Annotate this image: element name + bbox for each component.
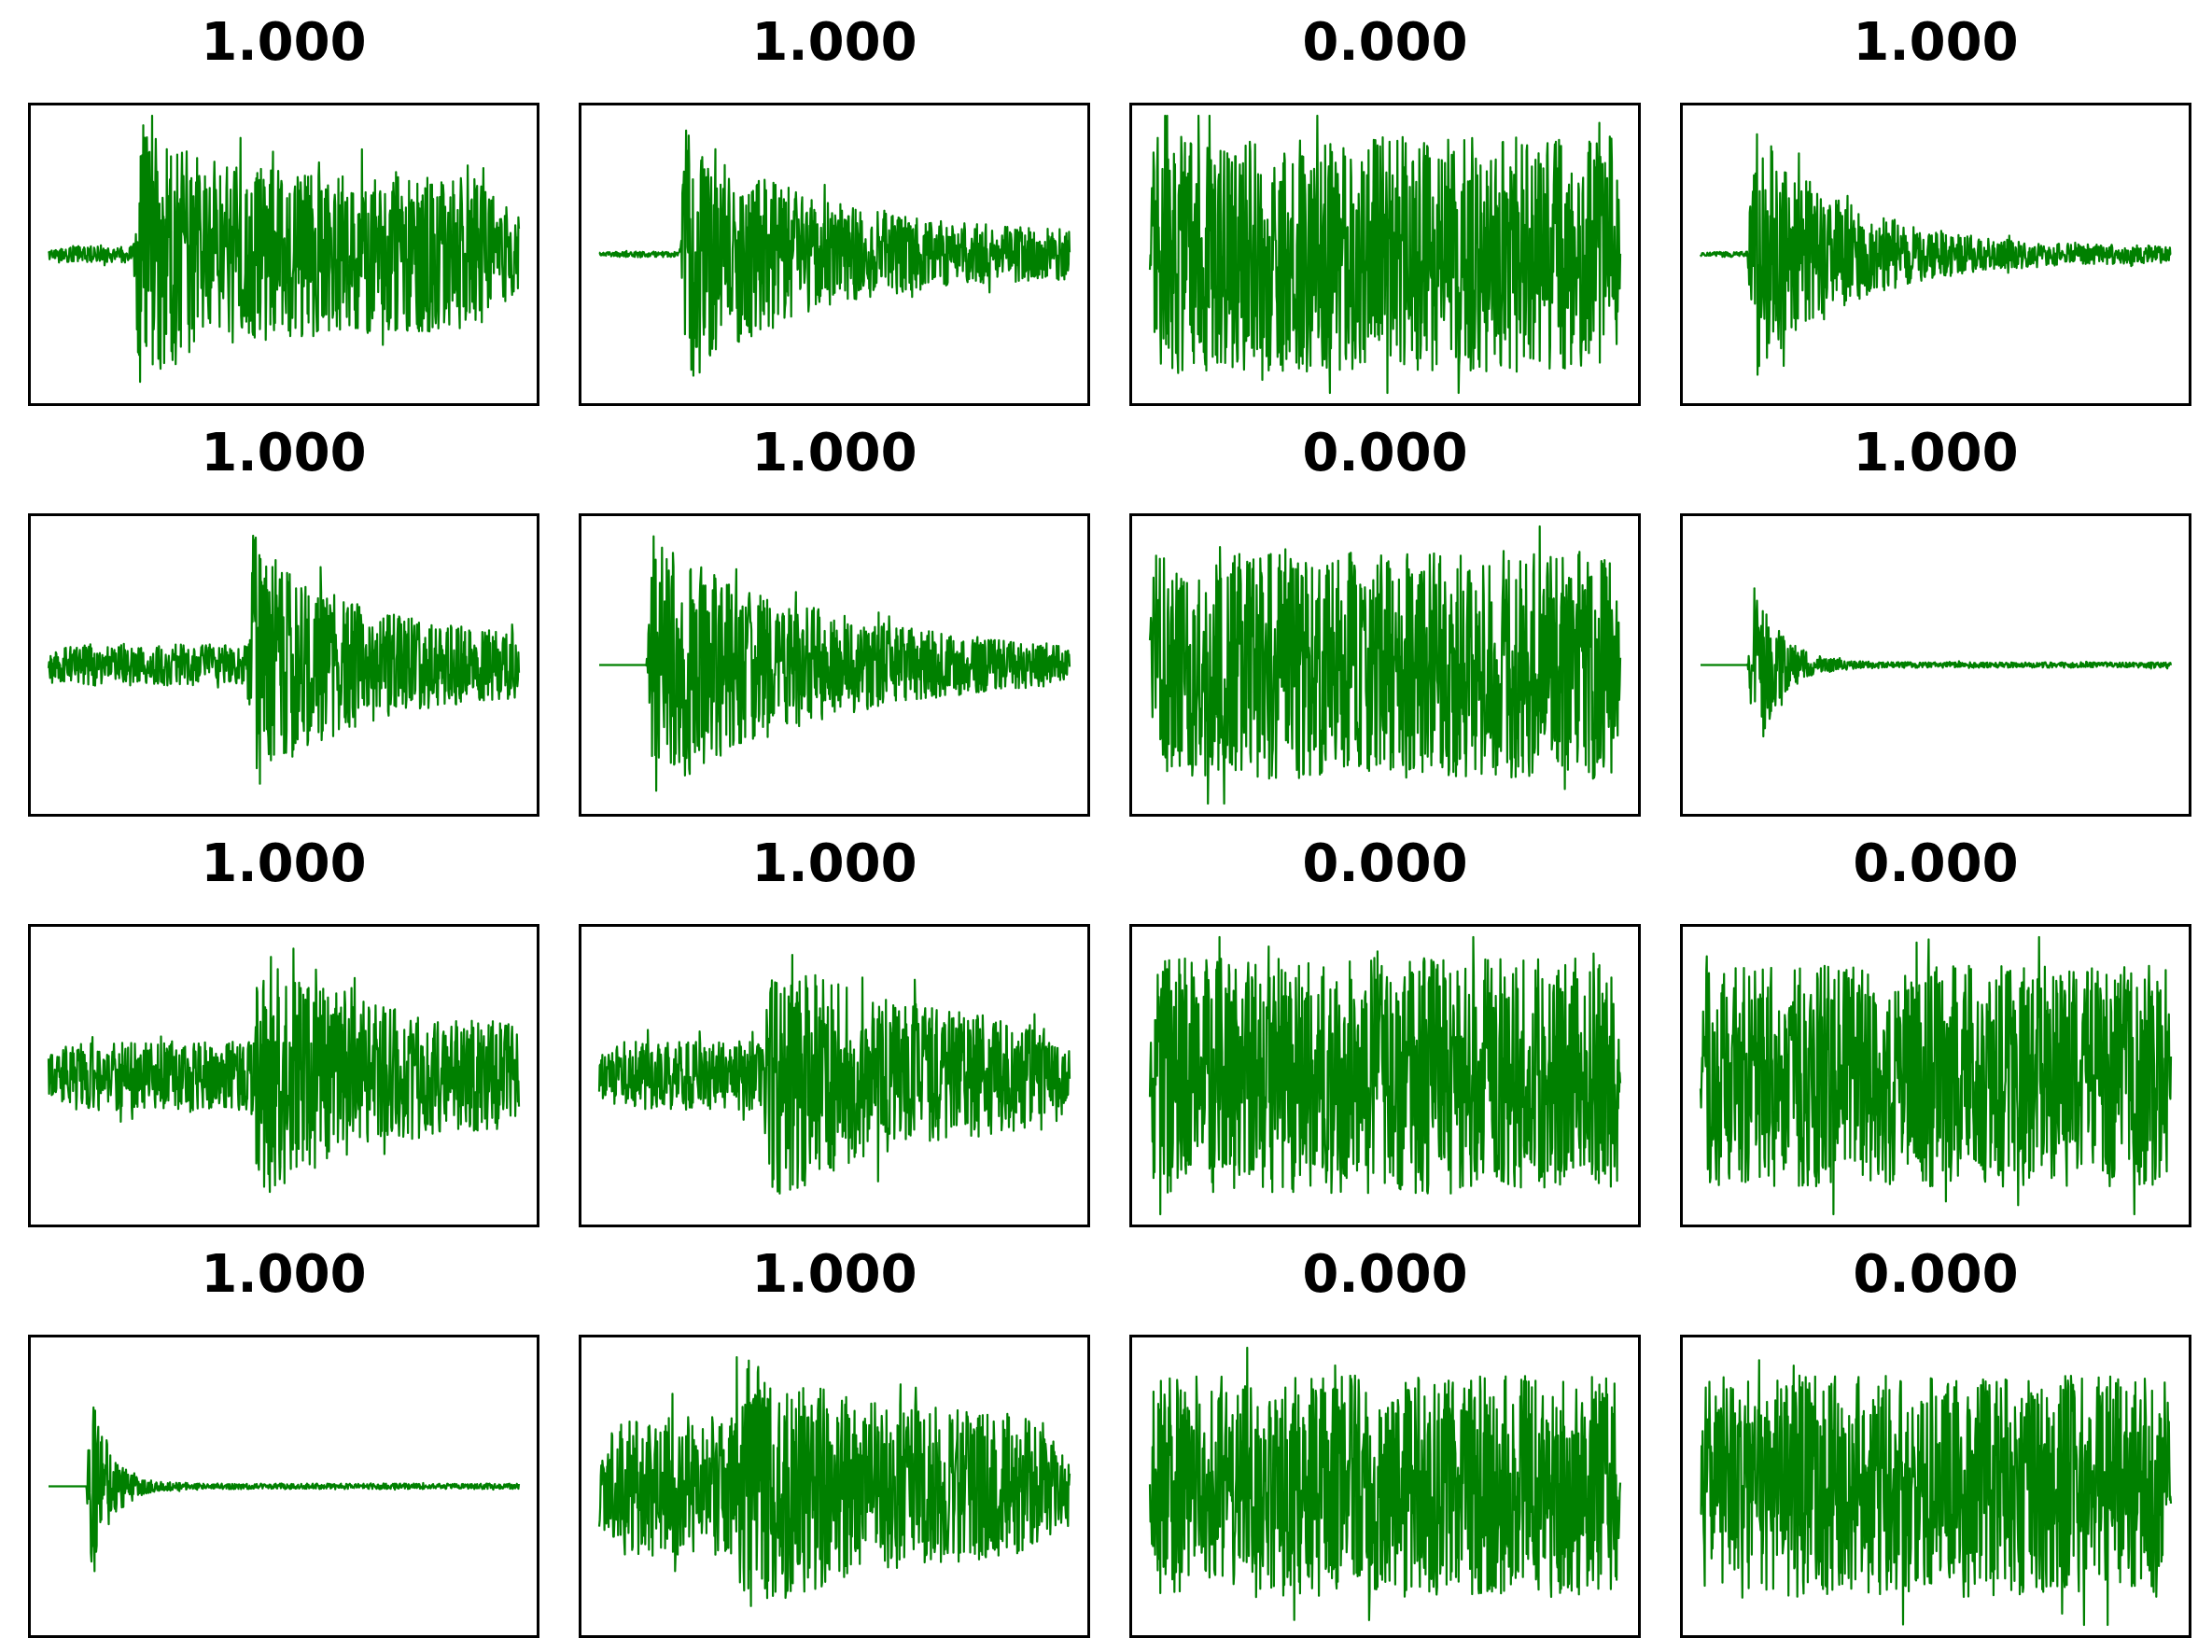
waveform-plot: [579, 513, 1090, 817]
waveform-plot: [28, 1335, 539, 1638]
waveform-plot: [579, 103, 1090, 406]
waveform-plot: [1680, 103, 2191, 406]
waveform-plot: [1129, 513, 1641, 817]
waveform-panel-3: 0.000: [1129, 17, 1641, 406]
waveform-panel-13: 1.000: [28, 1249, 539, 1638]
waveform-panel-12: 0.000: [1680, 838, 2191, 1227]
waveform-line: [1700, 587, 2173, 738]
panel-title: 0.000: [1302, 1244, 1468, 1305]
waveform-panel-5: 1.000: [28, 427, 539, 817]
waveform-panel-1: 1.000: [28, 17, 539, 406]
panel-title: 0.000: [1302, 423, 1468, 483]
waveform-line: [1148, 1346, 1622, 1621]
panel-title: 1.000: [751, 423, 917, 483]
waveform-panel-4: 1.000: [1680, 17, 2191, 406]
waveform-panel-14: 1.000: [579, 1249, 1090, 1638]
panel-title: 0.000: [1853, 833, 2019, 894]
waveform-plot: [1129, 103, 1641, 406]
waveform-line: [1148, 935, 1622, 1216]
waveform-plot: [1680, 924, 2191, 1227]
waveform-line: [597, 954, 1071, 1195]
waveform-plot: [1680, 513, 2191, 817]
waveform-line: [1148, 525, 1622, 805]
waveform-line: [598, 129, 1071, 377]
waveform-plot: [1680, 1335, 2191, 1638]
waveform-panel-2: 1.000: [579, 17, 1090, 406]
waveform-line: [1700, 1359, 2173, 1627]
waveform-panel-9: 1.000: [28, 838, 539, 1227]
panel-title: 1.000: [201, 833, 367, 894]
panel-title: 1.000: [201, 1244, 367, 1305]
panel-title: 1.000: [751, 833, 917, 894]
panel-title: 1.000: [1853, 423, 2019, 483]
panel-title: 1.000: [751, 12, 917, 73]
waveform-line: [597, 1356, 1071, 1607]
waveform-plot: [1129, 1335, 1641, 1638]
waveform-plot: [579, 1335, 1090, 1638]
waveform-line: [47, 947, 521, 1194]
waveform-panel-7: 0.000: [1129, 427, 1641, 817]
waveform-plot: [28, 513, 539, 817]
waveform-panel-6: 1.000: [579, 427, 1090, 817]
waveform-plot: [1129, 924, 1641, 1227]
waveform-plot: [28, 924, 539, 1227]
waveform-line: [48, 1406, 521, 1573]
waveform-panel-8: 1.000: [1680, 427, 2191, 817]
waveform-panel-11: 0.000: [1129, 838, 1641, 1227]
waveform-line: [1699, 133, 2172, 376]
panel-title: 1.000: [201, 12, 367, 73]
waveform-plot: [28, 103, 539, 406]
waveform-line: [598, 535, 1071, 792]
panel-title: 1.000: [1853, 12, 2019, 73]
panel-title: 1.000: [751, 1244, 917, 1305]
waveform-panel-16: 0.000: [1680, 1249, 2191, 1638]
waveform-panel-15: 0.000: [1129, 1249, 1641, 1638]
waveform-plot: [579, 924, 1090, 1227]
waveform-panel-10: 1.000: [579, 838, 1090, 1227]
panel-title: 1.000: [201, 423, 367, 483]
waveform-line: [1148, 114, 1622, 395]
panel-title: 0.000: [1302, 833, 1468, 894]
waveform-line: [47, 534, 521, 785]
panel-title: 0.000: [1302, 12, 1468, 73]
waveform-line: [48, 114, 521, 384]
waveform-line: [1699, 935, 2173, 1216]
panel-title: 0.000: [1853, 1244, 2019, 1305]
